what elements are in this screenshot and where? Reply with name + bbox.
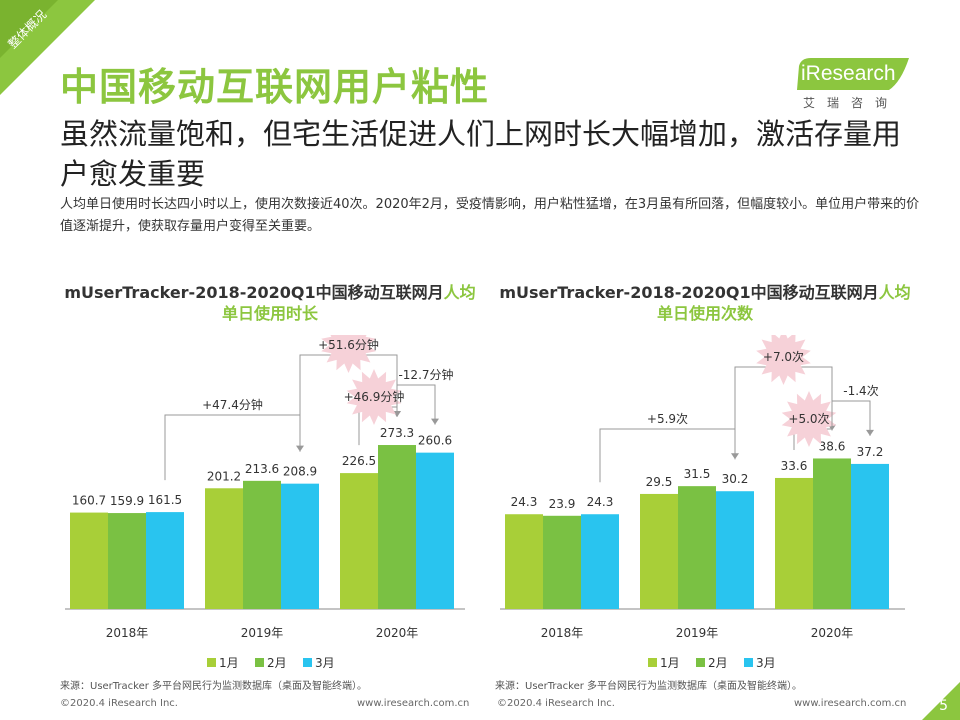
annotation-label: +5.9次: [647, 412, 688, 426]
page-corner: [922, 682, 960, 720]
iresearch-logo: iResearch 艾瑞咨询: [793, 56, 923, 116]
data-label: 208.9: [283, 465, 317, 479]
starburst-highlight: [346, 369, 402, 425]
bar-2月-2018年: [543, 515, 581, 609]
annotation-bracket: [396, 384, 436, 425]
legend-label: 3月: [315, 656, 335, 670]
bar-3月-2019年: [716, 491, 754, 609]
legend-swatch-1月: [207, 658, 216, 667]
data-label: 33.6: [781, 459, 808, 473]
annotation-label: +5.0次: [788, 412, 829, 426]
annotation-label: +51.6分钟: [318, 337, 379, 352]
bar-1月-2018年: [505, 514, 543, 609]
legend-swatch-1月: [648, 658, 657, 667]
data-label: 273.3: [380, 426, 414, 440]
data-label: 201.2: [207, 469, 241, 483]
legend-label: 3月: [756, 656, 776, 670]
page-title: 中国移动互联网用户粘性: [60, 65, 490, 109]
chart2-title-prefix: mUserTracker-2018-2020Q1中国移动互联网月: [499, 283, 879, 302]
x-tick-label: 2020年: [376, 626, 419, 640]
data-label: 31.5: [684, 467, 711, 481]
chart1-title-prefix: mUserTracker-2018-2020Q1中国移动互联网月: [64, 283, 444, 302]
bar-1月-2020年: [775, 477, 813, 609]
footer-copyright-left: ©2020.4 iResearch Inc.: [60, 698, 178, 709]
annotation-label: +46.9分钟: [344, 389, 405, 404]
x-tick-label: 2020年: [811, 626, 854, 640]
starburst-highlight: [781, 391, 837, 447]
chart1-title-highlight: 人均单日使用时长: [221, 283, 476, 323]
bar-2月-2018年: [108, 513, 146, 609]
bar-1月-2019年: [640, 493, 678, 609]
logo-leaf-icon: [797, 58, 909, 90]
legend-label: 1月: [219, 656, 239, 670]
page-number: 5: [939, 698, 948, 714]
x-tick-label: 2019年: [676, 626, 719, 640]
chart1-source: 来源：UserTracker 多平台网民行为监测数据库（桌面及智能终端）。: [60, 681, 368, 692]
data-label: 213.6: [245, 462, 279, 476]
bar-3月-2019年: [281, 483, 319, 609]
legend-label: 2月: [267, 656, 287, 670]
x-tick-label: 2018年: [541, 626, 584, 640]
data-label: 23.9: [549, 497, 576, 511]
bar-2月-2019年: [243, 480, 281, 609]
page-subtitle: 虽然流量饱和，但宅生活促进人们上网时长大幅增加，激活存量用户愈发重要: [60, 117, 902, 191]
chart2-source: 来源：UserTracker 多平台网民行为监测数据库（桌面及智能终端）。: [495, 681, 803, 692]
annotation-label: -12.7分钟: [398, 367, 453, 382]
legend-label: 1月: [660, 656, 680, 670]
data-label: 159.9: [110, 494, 144, 508]
data-label: 38.6: [819, 439, 846, 453]
bar-2月-2019年: [678, 486, 716, 609]
chart2-title-highlight: 人均单日使用次数: [656, 283, 911, 323]
legend-swatch-3月: [744, 658, 753, 667]
starburst-highlight: [321, 335, 376, 373]
logo-text: iResearch: [801, 62, 896, 85]
bar-3月-2018年: [581, 514, 619, 609]
page-description: 人均单日使用时长达四小时以上，使用次数接近40次。2020年2月，受疫情影响，用…: [60, 197, 920, 234]
bar-2月-2020年: [378, 445, 416, 609]
data-label: 24.3: [587, 495, 614, 509]
corner-banner: [0, 0, 95, 95]
footer-url-left[interactable]: www.iresearch.com.cn: [357, 698, 470, 709]
chart2-title: mUserTracker-2018-2020Q1中国移动互联网月人均单日使用次数: [495, 282, 915, 324]
annotation-arrowhead: [866, 429, 874, 436]
annotation-bracket: [831, 400, 871, 436]
legend-swatch-2月: [696, 658, 705, 667]
bar-3月-2020年: [851, 463, 889, 609]
x-tick-label: 2019年: [241, 626, 284, 640]
bar-2月-2020年: [813, 458, 851, 609]
logo-subtitle: 艾瑞咨询: [803, 96, 900, 110]
data-label: 29.5: [646, 475, 673, 489]
chart-usage-count: 24.3 23.9 24.3 2018年 29.5 31.5 30.2 2019年 33.6 38…: [500, 335, 905, 670]
footer-url-right[interactable]: www.iresearch.com.cn: [794, 698, 907, 709]
data-label: 161.5: [148, 493, 182, 507]
data-label: 30.2: [722, 472, 749, 486]
annotation-label: +7.0次: [763, 350, 804, 364]
x-tick-label: 2018年: [106, 626, 149, 640]
bar-3月-2018年: [146, 512, 184, 609]
data-label: 160.7: [72, 494, 106, 508]
bar-1月-2019年: [205, 488, 243, 609]
legend-swatch-2月: [255, 658, 264, 667]
data-label: 37.2: [857, 445, 884, 459]
annotation-label: -1.4次: [843, 384, 878, 398]
legend-swatch-3月: [303, 658, 312, 667]
annotation-label: +47.4分钟: [202, 397, 263, 412]
data-label: 24.3: [511, 495, 538, 509]
legend-label: 2月: [708, 656, 728, 670]
data-label: 226.5: [342, 454, 376, 468]
bar-1月-2018年: [70, 512, 108, 609]
footer-copyright-right: ©2020.4 iResearch Inc.: [497, 698, 615, 709]
starburst-highlight: [756, 335, 811, 385]
chart1-title: mUserTracker-2018-2020Q1中国移动互联网月人均单日使用时长: [60, 282, 480, 324]
bar-3月-2020年: [416, 452, 454, 609]
annotation-arrowhead: [431, 418, 439, 425]
chart-usage-time: 160.7 159.9 161.5 2018年 201.2 213.6 208.9 2019年…: [65, 335, 465, 670]
data-label: 260.6: [418, 434, 452, 448]
bar-1月-2020年: [340, 473, 378, 609]
